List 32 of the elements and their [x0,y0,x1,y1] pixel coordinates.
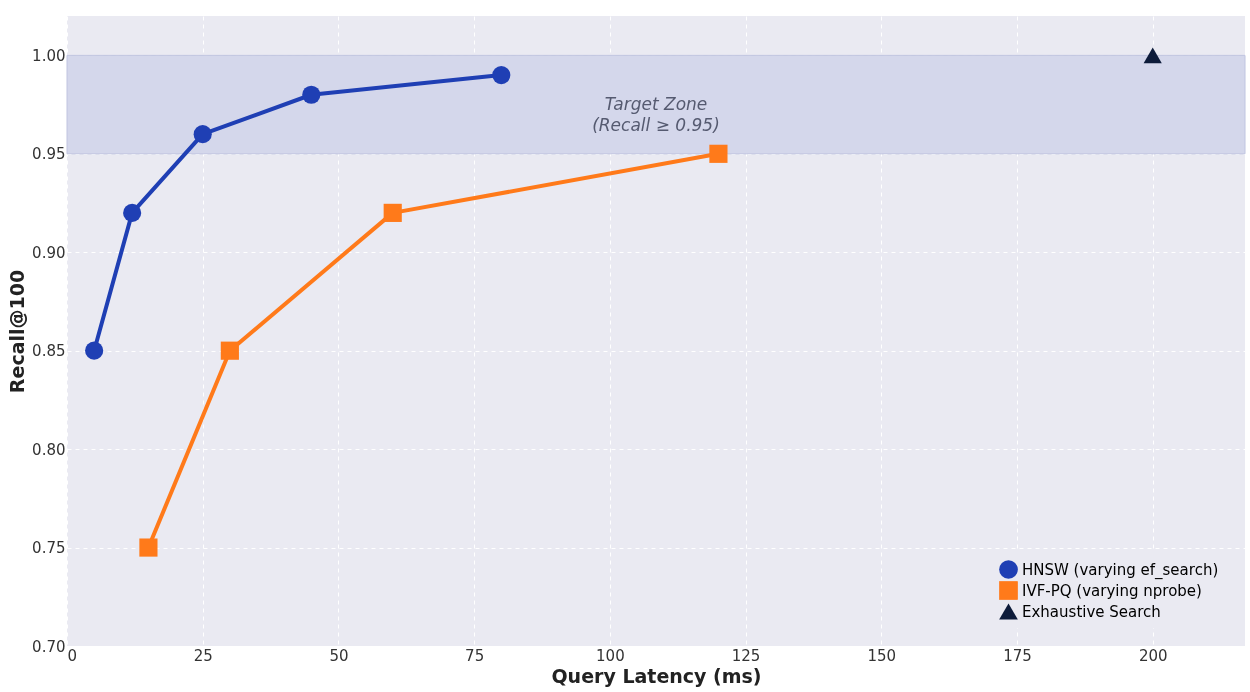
x-axis-title: Query Latency (ms) [551,664,762,687]
point [383,203,402,222]
y-tick-label: 1.00 [32,46,66,65]
legend-label: Exhaustive Search [1022,602,1161,621]
point [220,341,239,360]
y-tick-label: 0.80 [32,440,66,459]
band-label: Target Zone (Recall ≥ 0.95) [592,93,720,135]
legend-label: IVF-PQ (varying nprobe) [1022,581,1202,600]
y-axis-title: Recall@100 [6,269,29,394]
point [85,341,104,360]
x-tick-label: 125 [731,646,761,665]
point [302,85,321,104]
point [1143,47,1162,64]
point [139,538,158,557]
x-tick-label: 150 [867,646,897,665]
legend-label: HNSW (varying ef_search) [1022,560,1219,580]
x-tick-label: 200 [1138,646,1168,665]
x-tick-label: 0 [67,646,78,665]
point [123,203,142,222]
x-tick-label: 100 [596,646,625,665]
point [193,125,212,144]
point [492,66,511,85]
y-tick-label: 0.70 [32,637,66,656]
y-tick-label: 0.85 [32,342,66,361]
x-tick-label: 50 [329,646,349,665]
x-tick-label: 175 [1003,646,1032,665]
y-tick-label: 0.95 [32,145,66,164]
x-tick-label: 25 [193,646,213,665]
y-tick-label: 0.90 [32,243,66,262]
point [709,144,728,163]
x-tick-label: 75 [465,646,485,665]
y-tick-label: 0.75 [32,539,66,558]
